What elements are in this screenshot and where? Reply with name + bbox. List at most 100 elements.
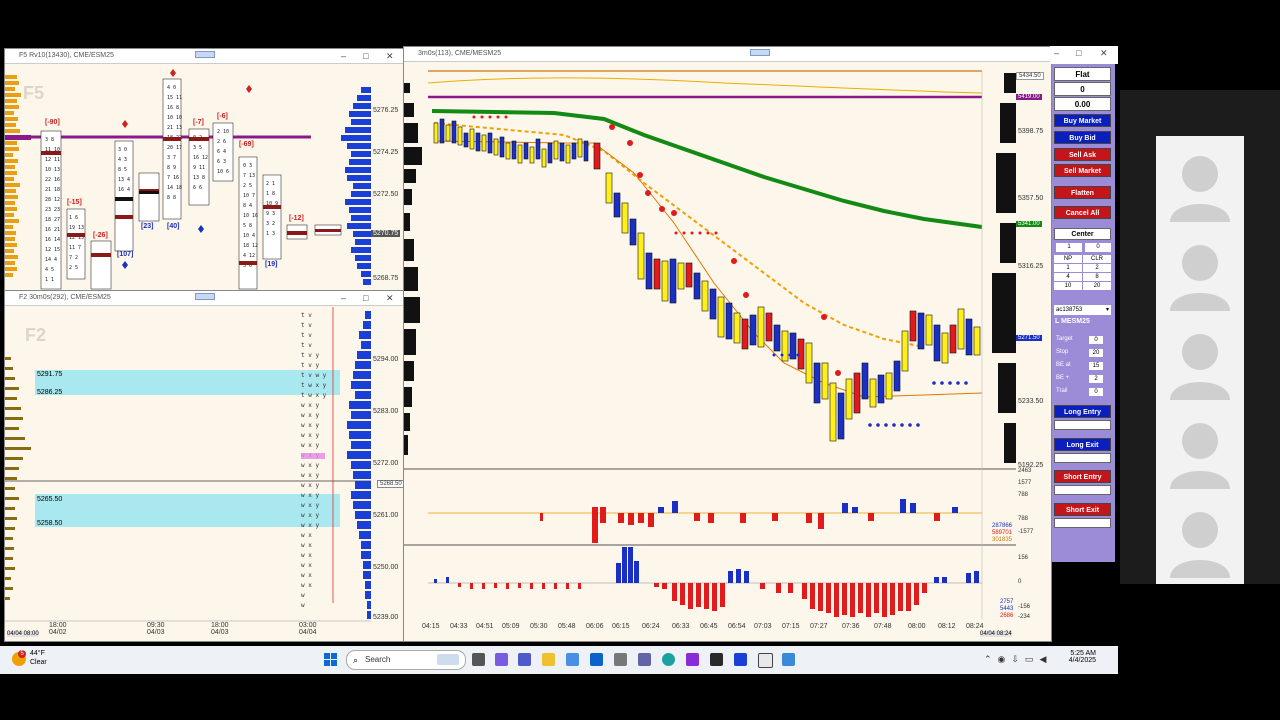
remote-app-icon[interactable] [782,653,795,666]
trail-input[interactable]: 0 [1089,388,1103,396]
svg-text:1 8: 1 8 [266,191,275,197]
long-exit-select[interactable] [1054,453,1111,463]
buy-bid-button[interactable]: Buy Bid [1054,131,1111,144]
f2-price-label: 5239.00 [373,614,399,621]
stop-input[interactable]: 20 [1089,349,1103,357]
monitor-app-icon[interactable] [758,653,773,668]
flatten-button[interactable]: Flatten [1054,186,1111,199]
f5-highlight-cells [41,137,341,265]
be-plus-input[interactable]: 2 [1089,375,1103,383]
svg-text:w x: w x [301,582,312,589]
drag-handle[interactable] [750,49,770,56]
maximize-icon[interactable]: □ [363,293,369,303]
outlook-icon[interactable] [590,653,603,666]
sell-ask-button[interactable]: Sell Ask [1054,148,1111,161]
minimize-icon[interactable]: – [341,293,347,303]
account-select[interactable]: ac138753 ▾ [1054,305,1111,315]
close-icon[interactable]: ✕ [386,51,394,61]
center-button[interactable]: Center [1054,228,1111,240]
drag-handle[interactable] [195,293,215,300]
weather-widget[interactable]: 5 44°F Clear [12,650,72,670]
minimize-icon[interactable]: – [1054,48,1060,58]
close-icon[interactable]: ✕ [386,293,394,303]
app-icon[interactable] [710,653,723,666]
long-exit-button[interactable]: Long Exit [1054,438,1111,451]
minimize-icon[interactable]: – [341,51,347,61]
windows-start-icon[interactable] [324,653,337,666]
qty-input[interactable]: 1 [1056,243,1082,252]
taskbar-search[interactable]: ⌕ Search [346,650,466,670]
svg-text:5 8: 5 8 [243,223,252,229]
tray-icons[interactable]: ⌃◉⇩▭◀ [984,654,1053,664]
avatar [1170,512,1230,578]
qty-preset-20[interactable]: 20 [1083,282,1111,290]
svg-text:10 6: 10 6 [217,169,229,175]
svg-text:9 11: 9 11 [193,165,205,171]
qty-preset-10[interactable]: 10 [1054,282,1082,290]
f5-window-title: F5 Rv10(13430), CME/ESM25 [19,52,114,59]
teams-icon[interactable] [518,653,531,666]
main-price-label: 5398.75 [1018,128,1044,135]
copilot-icon[interactable] [495,653,508,666]
time-label: 06:54 [728,623,746,630]
qty-preset-4[interactable]: 4 [1054,273,1082,281]
svg-text:2 6: 2 6 [217,139,226,145]
maximize-icon[interactable]: □ [1076,48,1082,58]
long-entry-button[interactable]: Long Entry [1054,405,1111,418]
svg-text:16 21: 16 21 [45,227,60,233]
visual-studio-icon[interactable] [686,653,699,666]
clock[interactable]: 5:25 AM 4/4/2025 [1068,650,1096,664]
short-exit-button[interactable]: Short Exit [1054,503,1111,516]
avatar [1170,423,1230,489]
f5-poc-marker [5,135,31,140]
svg-text:w x y: w x y [301,442,319,449]
task-view-icon[interactable] [472,653,485,666]
maximize-icon[interactable]: □ [363,51,369,61]
svg-text:2 5: 2 5 [69,265,78,271]
clr-button[interactable]: CLR [1083,255,1111,263]
cvd-label: 156 [1018,555,1029,561]
svg-text:t v y: t v y [301,352,319,359]
trading-app-icon[interactable] [734,653,747,666]
drag-handle[interactable] [195,51,215,58]
svg-text:7 16: 7 16 [167,175,179,181]
buy-market-button[interactable]: Buy Market [1054,114,1111,127]
settings-icon[interactable] [614,653,627,666]
time-label: 06:15 [612,623,630,630]
close-icon[interactable]: ✕ [1100,48,1108,58]
order-panel-titlebar[interactable]: – □ ✕ [1050,46,1118,64]
cancel-all-button[interactable]: Cancel All [1054,206,1111,219]
short-entry-button[interactable]: Short Entry [1054,470,1111,483]
short-entry-select[interactable] [1054,485,1111,495]
main-chart-window[interactable]: 3m0s(113), CME/MESM25 [403,46,1052,642]
qty-preset-2[interactable]: 2 [1083,264,1111,272]
svg-text:w x: w x [301,562,312,569]
sell-market-button[interactable]: Sell Market [1054,164,1111,177]
file-explorer-icon[interactable] [542,653,555,666]
np-button[interactable]: NP [1054,255,1082,263]
svg-text:w: w [301,602,305,609]
main-time-axis: 04:15 04:33 04:51 05:09 05:30 05:48 06:0… [404,621,1016,635]
f5-chart-window[interactable]: F5 Rv10(13430), CME/ESM25 – □ ✕ F5 [4,48,404,292]
be-at-input[interactable]: 15 [1089,362,1103,370]
edge-icon[interactable] [662,653,675,666]
f2-lower-zone [35,494,340,527]
teams-chat-icon[interactable] [638,653,651,666]
target-input[interactable]: 0 [1089,336,1103,344]
search-icon: ⌕ [353,655,359,665]
main-titlebar[interactable]: 3m0s(113), CME/MESM25 [404,47,1051,62]
store-icon[interactable] [566,653,579,666]
qty-right-field[interactable]: 0 [1085,243,1111,252]
f2-time-label: 18:00 04/03 [211,622,229,636]
search-input[interactable]: Search [365,655,391,664]
qty-preset-1[interactable]: 1 [1054,264,1082,272]
svg-text:w x: w x [301,572,312,579]
target-row: Target 0 [1056,336,1111,344]
f5-delta-label: [-7] [193,119,204,126]
short-exit-select[interactable] [1054,518,1111,528]
svg-text:19 13: 19 13 [69,225,84,231]
main-right-volume-profile [992,73,1016,463]
long-entry-select[interactable] [1054,420,1111,430]
qty-preset-8[interactable]: 8 [1083,273,1111,281]
